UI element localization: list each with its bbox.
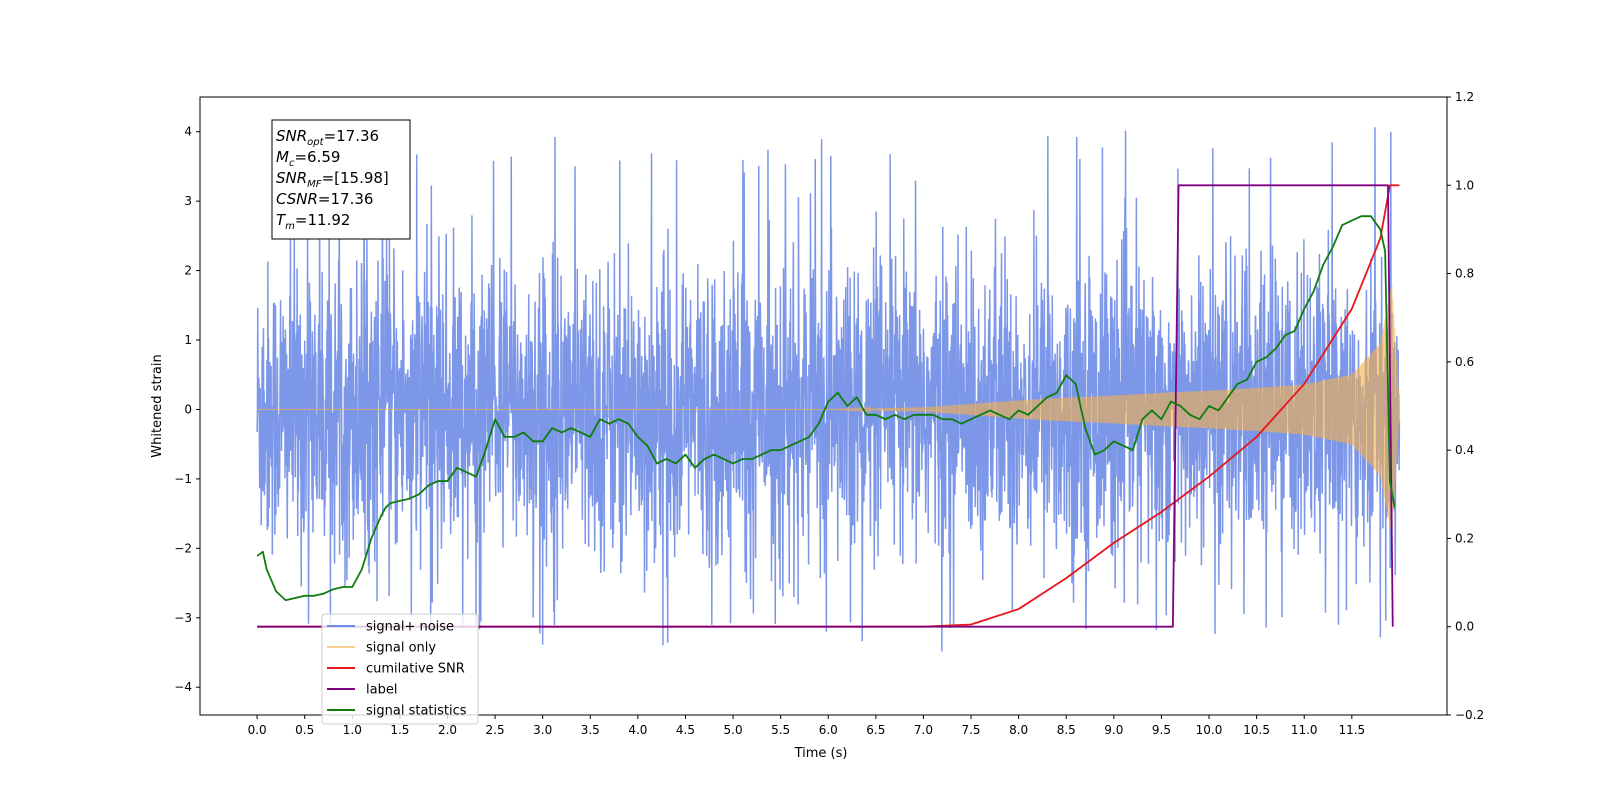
y-right-tick-label: 0.2 (1455, 531, 1474, 545)
y-right-tick-label: 0.8 (1455, 267, 1474, 281)
x-tick-label: 10.5 (1243, 723, 1270, 737)
x-tick-label: 11.0 (1291, 723, 1318, 737)
y-left-tick-label: 4 (184, 125, 192, 139)
y-left-tick-label: −3 (174, 611, 192, 625)
x-tick-label: 8.5 (1057, 723, 1076, 737)
series-label-line (257, 184, 1394, 628)
y-left-tick-label: 2 (184, 264, 192, 278)
x-tick-label: 3.0 (533, 723, 552, 737)
series-signal-noise-line (256, 126, 1401, 652)
legend-label: cumilative SNR (366, 662, 465, 677)
x-tick-label: 8.0 (1009, 723, 1028, 737)
x-tick-label: 1.0 (343, 723, 362, 737)
stats-line: Mc=6.59 (276, 148, 340, 169)
x-tick-label: 1.5 (390, 723, 409, 737)
y-axis-left: −4 −3 −2 −1 0 1 2 3 4 (174, 125, 200, 694)
stats-line: CSNR=17.36 (276, 190, 373, 208)
x-tick-label: 4.0 (628, 723, 647, 737)
x-tick-label: 6.0 (819, 723, 838, 737)
y-left-tick-label: 1 (184, 333, 192, 347)
series-signal-only-line (257, 284, 1400, 533)
x-tick-label: 10.0 (1196, 723, 1223, 737)
y-right-tick-label: 0.0 (1455, 620, 1474, 634)
x-tick-label: 4.5 (676, 723, 695, 737)
x-tick-label: 7.0 (914, 723, 933, 737)
x-tick-label: 9.5 (1152, 723, 1171, 737)
stats-annotation-box (271, 119, 411, 240)
stats-annotation: SNRopt=17.36Mc=6.59SNRMF=[15.98]CSNR=17.… (271, 119, 411, 240)
legend-label: label (366, 683, 397, 698)
x-tick-label: 0.5 (295, 723, 314, 737)
y-left-tick-label: −2 (174, 541, 192, 555)
y-right-tick-label: −0.2 (1455, 708, 1484, 722)
x-tick-label: 9.0 (1104, 723, 1123, 737)
y-left-tick-label: 3 (184, 194, 192, 208)
x-axis: 0.0 0.5 1.0 1.5 2.0 2.5 3.0 3.5 4.0 4.5 5.0 5.5 6.0 6… (248, 715, 1365, 737)
y-left-tick-label: −4 (174, 680, 192, 694)
series-layer (256, 126, 1401, 652)
x-tick-label: 11.5 (1338, 723, 1365, 737)
x-tick-label: 6.5 (866, 723, 885, 737)
y-right-tick-label: 1.2 (1455, 90, 1474, 104)
x-tick-label: 3.5 (581, 723, 600, 737)
legend-label: signal+ noise (366, 620, 454, 635)
y-right-tick-label: 1.0 (1455, 178, 1474, 192)
x-tick-label: 5.5 (771, 723, 790, 737)
y-left-tick-label: 0 (184, 402, 192, 416)
legend-box (321, 613, 479, 725)
stats-line: Tm=11.92 (276, 211, 350, 232)
series-signal-statistics-line (256, 215, 1396, 602)
legend-label: signal only (366, 641, 436, 656)
legend: signal+ noise signal only cumilative SNR la… (321, 613, 479, 725)
x-tick-label: 0.0 (248, 723, 267, 737)
y-axis-right: −0.2 0.0 0.2 0.4 0.6 0.8 1.0 1.2 (1447, 90, 1484, 722)
stats-line: SNRopt=17.36 (276, 127, 379, 148)
x-tick-label: 2.0 (438, 723, 457, 737)
y-axis-label: Whitened strain (150, 354, 165, 457)
stats-line: SNRMF=[15.98] (276, 169, 389, 190)
plot-frame (199, 96, 1448, 716)
x-tick-label: 5.0 (724, 723, 743, 737)
y-right-tick-label: 0.4 (1455, 443, 1474, 457)
x-tick-label: 7.5 (961, 723, 980, 737)
series-cumilative-snr-line (257, 184, 1400, 628)
x-tick-label: 2.5 (486, 723, 505, 737)
x-axis-label: Time (s) (794, 746, 848, 761)
y-left-tick-label: −1 (174, 472, 192, 486)
legend-label: signal statistics (366, 704, 467, 719)
y-right-tick-label: 0.6 (1455, 355, 1474, 369)
